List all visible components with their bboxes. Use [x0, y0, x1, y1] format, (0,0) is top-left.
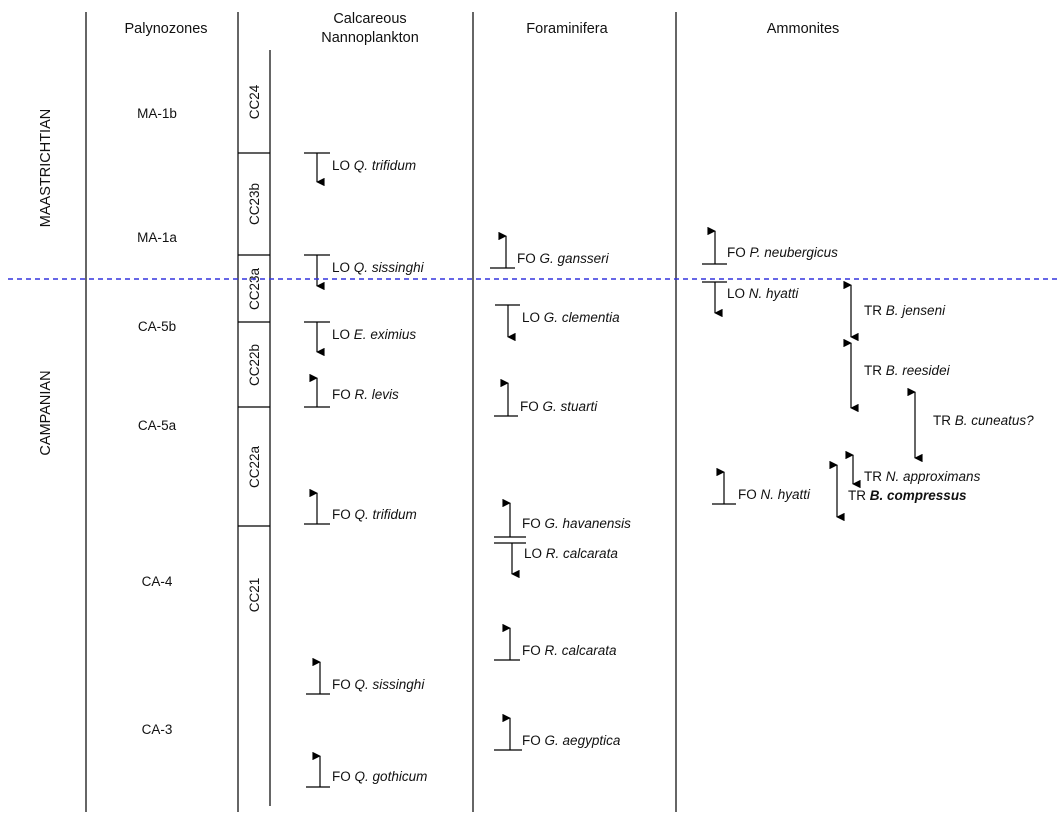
ammonite-event-label: FO N. hyatti [738, 487, 811, 502]
ammonite-event-fo-p-neubergicus: FO P. neubergicus [702, 226, 838, 265]
foram-event-label: FO G. havanensis [522, 516, 631, 531]
foram-event-fo-g-stuarti: FO G. stuarti [494, 378, 598, 417]
ammonite-range-label: TR N. approximans [864, 469, 981, 484]
foram-event-fo-g-aegyptica: FO G. aegyptica [494, 713, 621, 751]
foram-event-label: LO R. calcarata [524, 546, 618, 561]
nanno-zone-column: CC24 CC23b CC23a CC22b CC22a CC21 [238, 84, 270, 612]
ammonite-range-n-approximans: TR N. approximans [845, 450, 981, 489]
foram-event-label: FO G. aegyptica [522, 733, 621, 748]
ammonite-range-b-jenseni: TR B. jenseni [843, 280, 946, 342]
stage-labels: MAASTRICHTIAN CAMPANIAN [38, 109, 54, 456]
nanno-event-lo-q-sissinghi: LO Q. sissinghi [304, 254, 425, 291]
ammonite-event-label: FO P. neubergicus [727, 245, 838, 260]
nanno-event-fo-r-levis: FO R. levis [304, 373, 399, 408]
nanno-event-label: LO Q. trifidum [332, 158, 416, 173]
nanno-event-label: LO Q. sissinghi [332, 260, 425, 275]
foram-event-label: FO G. gansseri [517, 251, 610, 266]
nanno-event-label: FO R. levis [332, 387, 399, 402]
foram-event-lo-r-calcarata: LO R. calcarata [494, 542, 618, 579]
ammonite-range-label: TR B. compressus [848, 488, 967, 503]
nanno-event-fo-q-trifidum: FO Q. trifidum [304, 488, 417, 525]
ammonite-range-b-compressus: TR B. compressus [829, 460, 967, 522]
header-ammonites: Ammonites [767, 21, 840, 37]
nanno-events: LO Q. trifidum LO Q. sissinghi LO E. exi… [304, 152, 427, 788]
nanno-zone-cc24: CC24 [247, 84, 262, 119]
ammonite-range-label: TR B. cuneatus? [933, 413, 1034, 428]
foram-event-fo-r-calcarata: FO R. calcarata [494, 623, 617, 661]
ammonite-range-b-reesidei: TR B. reesidei [843, 338, 951, 413]
ammonite-events: FO P. neubergicus LO N. hyatti FO N. hya… [702, 226, 1034, 522]
ammonite-event-lo-n-hyatti: LO N. hyatti [702, 281, 799, 318]
nanno-zone-cc21: CC21 [247, 578, 262, 613]
foram-event-label: FO R. calcarata [522, 643, 617, 658]
nanno-event-fo-q-gothicum: FO Q. gothicum [306, 751, 427, 788]
header-palynozones: Palynozones [124, 21, 207, 37]
palynozone-ma-1a: MA-1a [137, 230, 177, 245]
header-nanno-line2: Nannoplankton [321, 30, 419, 46]
column-dividers [85, 12, 677, 812]
ammonite-event-label: LO N. hyatti [727, 286, 799, 301]
palynozone-ca-4: CA-4 [142, 574, 173, 589]
nanno-event-fo-q-sissinghi: FO Q. sissinghi [306, 657, 425, 695]
palynozone-ca-3: CA-3 [142, 722, 173, 737]
palynozone-ca-5a: CA-5a [138, 418, 177, 433]
foram-event-label: FO G. stuarti [520, 399, 598, 414]
nanno-zone-cc22a: CC22a [247, 446, 262, 489]
palynozone-ma-1b: MA-1b [137, 106, 177, 121]
nanno-event-label: FO Q. sissinghi [332, 677, 425, 692]
ammonite-range-label: TR B. jenseni [864, 303, 946, 318]
ammonite-event-fo-n-hyatti: FO N. hyatti [712, 467, 811, 505]
nanno-event-lo-q-trifidum: LO Q. trifidum [304, 152, 416, 187]
ammonite-range-label: TR B. reesidei [864, 363, 951, 378]
header-foraminifera: Foraminifera [526, 21, 608, 37]
foram-event-label: LO G. clementia [522, 310, 620, 325]
column-headers: Palynozones Calcareous Nannoplankton For… [124, 11, 839, 46]
stage-campanian: CAMPANIAN [38, 370, 54, 455]
nanno-event-label: FO Q. gothicum [332, 769, 427, 784]
foram-event-lo-g-clementia: LO G. clementia [495, 304, 620, 342]
palynozone-list: MA-1b MA-1a CA-5b CA-5a CA-4 CA-3 [137, 106, 177, 737]
header-nanno-line1: Calcareous [333, 11, 406, 27]
nanno-zone-cc22b: CC22b [247, 344, 262, 386]
stage-maastrichtian: MAASTRICHTIAN [38, 109, 54, 227]
nanno-event-label: FO Q. trifidum [332, 507, 417, 522]
foram-event-fo-g-gansseri: FO G. gansseri [490, 231, 610, 269]
foram-event-fo-g-havanensis: FO G. havanensis [494, 498, 631, 538]
nanno-event-lo-e-eximius: LO E. eximius [304, 321, 416, 357]
palynozone-ca-5b: CA-5b [138, 319, 176, 334]
ammonite-range-b-cuneatus: TR B. cuneatus? [907, 387, 1034, 463]
nanno-zone-cc23a: CC23a [247, 268, 262, 311]
nanno-event-label: LO E. eximius [332, 327, 416, 342]
foram-events: FO G. gansseri LO G. clementia FO G. stu… [490, 231, 631, 751]
nanno-zone-cc23b: CC23b [247, 183, 262, 225]
